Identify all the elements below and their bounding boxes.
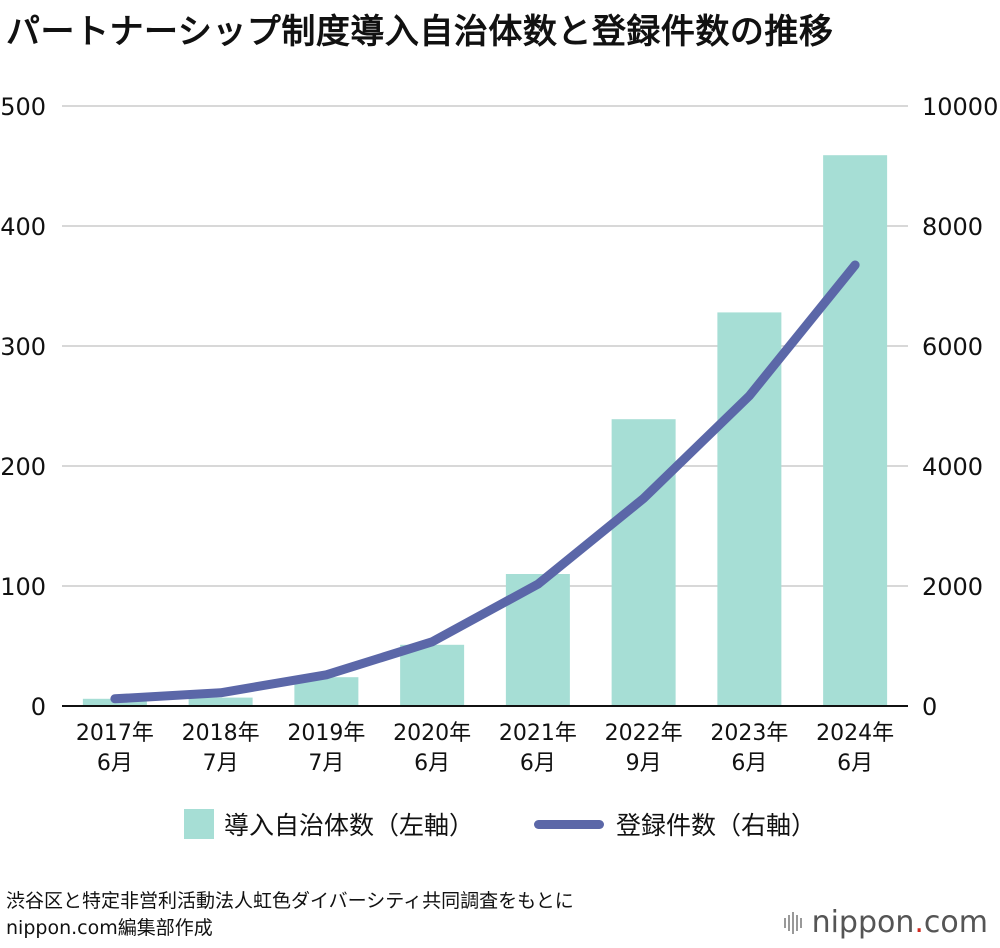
x-tick-label-month: 7月 — [203, 751, 239, 776]
x-tick-label-month: 6月 — [837, 751, 873, 776]
line-point — [325, 674, 327, 676]
line-point — [431, 641, 433, 643]
x-tick-label-year: 2022年 — [605, 721, 683, 746]
line-point — [748, 395, 750, 397]
source-line-2: nippon.com編集部作成 — [6, 917, 213, 939]
line-point — [220, 692, 222, 694]
right-axis-tick-label: 0 — [922, 693, 937, 721]
line-point — [114, 698, 116, 700]
x-tick-label-month: 9月 — [626, 751, 662, 776]
legend-swatch-bar — [183, 809, 214, 839]
right-axis-tick-label: 6000 — [922, 333, 983, 361]
nippon-logo: nippon. com — [783, 905, 988, 940]
logo-dot: . — [914, 905, 924, 940]
x-tick-label-month: 6月 — [97, 751, 133, 776]
x-tick-label-month: 6月 — [414, 751, 450, 776]
source-line-1: 渋谷区と特定非営利活動法人虹色ダイバーシティ共同調査をもとに — [6, 890, 574, 912]
chart-title: パートナーシップ制度導入自治体数と登録件数の推移 — [6, 12, 834, 52]
logo-suffix: com — [923, 905, 988, 940]
x-tick-label-year: 2019年 — [287, 721, 365, 746]
legend-swatch-line — [534, 819, 604, 829]
line-series — [110, 260, 860, 704]
right-axis-tick-label: 4000 — [922, 453, 983, 481]
bar — [188, 697, 253, 706]
logo-bars-icon — [783, 911, 804, 934]
right-axis-tick-label: 10000 — [922, 93, 998, 121]
bar — [400, 644, 465, 706]
chart: 0 100 200 300 400 500 0 2000 4000 6000 8000 10000 20… — [0, 93, 998, 776]
left-axis-tick-label: 100 — [0, 573, 46, 601]
line-point — [537, 583, 539, 585]
legend-item-line: 登録件数（右軸） — [534, 806, 816, 842]
line-point — [643, 497, 645, 499]
x-tick-label-year: 2023年 — [710, 721, 788, 746]
left-axis-tick-label: 500 — [0, 93, 46, 121]
x-tick-label-year: 2021年 — [499, 721, 577, 746]
logo-text: nippon — [811, 905, 915, 940]
legend-label-bar: 導入自治体数（左軸） — [223, 811, 474, 840]
left-axis-tick-label: 300 — [0, 333, 46, 361]
source-note: 渋谷区と特定非営利活動法人虹色ダイバーシティ共同調査をもとに nippon.co… — [6, 888, 574, 942]
x-tick-label-month: 6月 — [731, 751, 767, 776]
legend-item-bar: 導入自治体数（左軸） — [183, 806, 474, 842]
bar — [611, 419, 676, 706]
left-axis-tick-label: 400 — [0, 213, 46, 241]
x-tick-label-year: 2020年 — [393, 721, 471, 746]
bar — [823, 155, 888, 706]
legend-label-line: 登録件数（右軸） — [616, 811, 817, 840]
legend: 導入自治体数（左軸） 登録件数（右軸） — [0, 806, 1000, 842]
x-tick-label-year: 2024年 — [816, 721, 894, 746]
x-tick-label-month: 7月 — [308, 751, 344, 776]
right-axis-tick-label: 2000 — [922, 573, 983, 601]
x-tick-label-month: 6月 — [520, 751, 556, 776]
left-axis-tick-label: 200 — [0, 453, 46, 481]
left-axis-tick-label: 0 — [31, 693, 46, 721]
x-tick-label-year: 2017年 — [76, 721, 154, 746]
line-point — [854, 264, 856, 266]
x-tick-label-year: 2018年 — [182, 721, 260, 746]
bar — [717, 312, 782, 706]
right-axis-tick-label: 8000 — [922, 213, 983, 241]
